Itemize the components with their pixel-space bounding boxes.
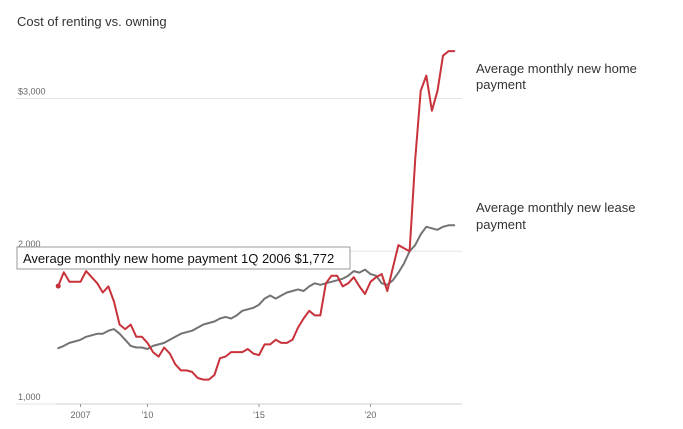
series-lines — [57, 50, 456, 381]
x-axis: 2007 '10 '15 '20 — [56, 403, 462, 420]
chart-title: Cost of renting vs. owning — [17, 14, 167, 29]
tooltip: Average monthly new home payment 1Q 2006… — [16, 246, 351, 270]
x-tick-label: '15 — [253, 410, 265, 420]
y-tick-label: $3,000 — [18, 86, 46, 96]
hover-marker — [55, 283, 61, 289]
y-tick-label: 2,000 — [18, 239, 41, 249]
series-line-new-home-payment — [57, 50, 456, 381]
series-line-new-lease-payment — [57, 224, 456, 350]
hover-point — [55, 283, 61, 289]
series-label-new-home-payment: payment — [476, 77, 526, 92]
tooltip-box — [16, 246, 351, 270]
series-label-new-home-payment: Average monthly new home — [476, 61, 637, 76]
x-tick-label: '20 — [365, 410, 377, 420]
y-axis-ticks: $3,000 2,000 1,000 — [18, 86, 46, 402]
series-label-new-lease-payment: Average monthly new lease — [476, 200, 635, 215]
y-tick-label: 1,000 — [18, 392, 41, 402]
x-tick-label: '10 — [142, 410, 154, 420]
x-tick-label: 2007 — [71, 410, 91, 420]
tooltip-text: Average monthly new home payment 1Q 2006… — [23, 251, 334, 266]
series-label-new-lease-payment: payment — [476, 217, 526, 232]
